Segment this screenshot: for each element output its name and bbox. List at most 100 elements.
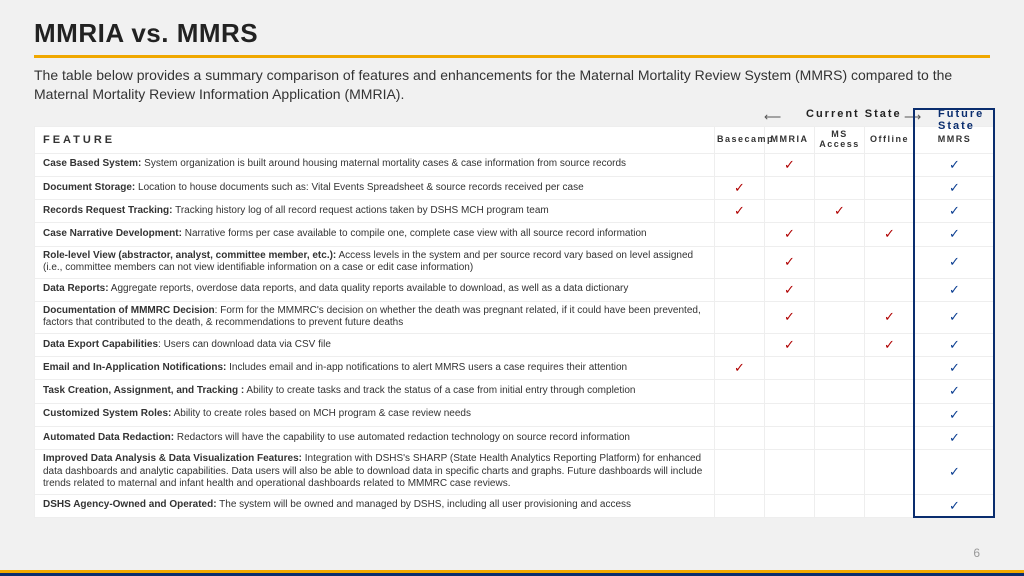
table-row: Documentation of MMMRC Decision: Form fo…	[35, 301, 995, 333]
current-check	[715, 403, 765, 426]
col-msaccess: MS Access	[815, 126, 865, 153]
current-check	[865, 494, 915, 517]
arrow-left-icon: ⟵	[764, 110, 781, 124]
feature-bold: Task Creation, Assignment, and Tracking …	[43, 385, 244, 396]
mmrs-check: ✓	[915, 200, 995, 223]
current-check: ✓	[715, 200, 765, 223]
current-check	[865, 246, 915, 278]
mmrs-check: ✓	[915, 494, 995, 517]
current-check	[815, 450, 865, 495]
feature-cell: Document Storage: Location to house docu…	[35, 176, 715, 199]
feature-desc: Ability to create roles based on MCH pro…	[171, 408, 471, 419]
current-check	[865, 403, 915, 426]
feature-bold: Records Request Tracking:	[43, 205, 172, 216]
feature-cell: DSHS Agency-Owned and Operated: The syst…	[35, 494, 715, 517]
current-check: ✓	[765, 333, 815, 356]
feature-cell: Case Based System: System organization i…	[35, 153, 715, 176]
current-check	[865, 176, 915, 199]
current-check	[765, 450, 815, 495]
current-check	[815, 301, 865, 333]
current-check	[715, 426, 765, 449]
feature-desc: : Users can download data via CSV file	[158, 339, 331, 350]
feature-bold: Data Export Capabilities	[43, 339, 158, 350]
current-check: ✓	[765, 246, 815, 278]
current-check	[715, 153, 765, 176]
feature-cell: Records Request Tracking: Tracking histo…	[35, 200, 715, 223]
feature-cell: Data Reports: Aggregate reports, overdos…	[35, 278, 715, 301]
mmrs-check: ✓	[915, 426, 995, 449]
title-rule	[34, 55, 990, 58]
table-row: Improved Data Analysis & Data Visualizat…	[35, 450, 995, 495]
bottom-accent-bar	[0, 570, 1024, 576]
comparison-table: FEATURE Basecamp MMRIA MS Access Offline…	[34, 126, 995, 518]
current-check	[715, 301, 765, 333]
current-check	[715, 278, 765, 301]
mmrs-check: ✓	[915, 223, 995, 246]
current-check	[865, 153, 915, 176]
page-number: 6	[973, 546, 980, 560]
subtitle: The table below provides a summary compa…	[34, 66, 954, 104]
current-check: ✓	[865, 223, 915, 246]
feature-desc: Location to house documents such as: Vit…	[135, 182, 583, 193]
current-check	[715, 246, 765, 278]
mmrs-check: ✓	[915, 153, 995, 176]
feature-cell: Data Export Capabilities: Users can down…	[35, 333, 715, 356]
col-offline: Offline	[865, 126, 915, 153]
feature-bold: Email and In-Application Notifications:	[43, 362, 226, 373]
current-check	[865, 380, 915, 403]
feature-bold: DSHS Agency-Owned and Operated:	[43, 499, 217, 510]
arrow-right-icon: ⟶	[904, 110, 921, 124]
table-row: Case Based System: System organization i…	[35, 153, 995, 176]
col-mmria: MMRIA	[765, 126, 815, 153]
feature-cell: Task Creation, Assignment, and Tracking …	[35, 380, 715, 403]
current-check	[815, 278, 865, 301]
current-check	[815, 246, 865, 278]
feature-bold: Case Based System:	[43, 158, 141, 169]
current-check	[815, 176, 865, 199]
feature-cell: Improved Data Analysis & Data Visualizat…	[35, 450, 715, 495]
mmrs-check: ✓	[915, 403, 995, 426]
current-check	[715, 333, 765, 356]
current-check	[765, 380, 815, 403]
current-check	[715, 494, 765, 517]
table-row: Customized System Roles: Ability to crea…	[35, 403, 995, 426]
current-check	[865, 200, 915, 223]
table-row: Task Creation, Assignment, and Tracking …	[35, 380, 995, 403]
page-title: MMRIA vs. MMRS	[34, 18, 990, 49]
feature-desc: Narrative forms per case available to co…	[182, 228, 647, 239]
feature-bold: Documentation of MMMRC Decision	[43, 305, 215, 316]
current-check: ✓	[815, 200, 865, 223]
table-row: Records Request Tracking: Tracking histo…	[35, 200, 995, 223]
feature-bold: Role-level View (abstractor, analyst, co…	[43, 250, 336, 261]
table-header-row: FEATURE Basecamp MMRIA MS Access Offline…	[35, 126, 995, 153]
future-state-label: Future State	[938, 108, 990, 132]
current-check	[865, 357, 915, 380]
feature-cell: Case Narrative Development: Narrative fo…	[35, 223, 715, 246]
current-check	[815, 153, 865, 176]
current-check	[815, 403, 865, 426]
feature-desc: Includes email and in-app notifications …	[226, 362, 627, 373]
current-check: ✓	[865, 333, 915, 356]
mmrs-check: ✓	[915, 278, 995, 301]
current-check	[715, 223, 765, 246]
feature-bold: Automated Data Redaction:	[43, 432, 174, 443]
col-feature: FEATURE	[35, 126, 715, 153]
feature-bold: Case Narrative Development:	[43, 228, 182, 239]
feature-bold: Data Reports:	[43, 283, 109, 294]
current-check	[815, 333, 865, 356]
feature-cell: Role-level View (abstractor, analyst, co…	[35, 246, 715, 278]
mmrs-check: ✓	[915, 357, 995, 380]
table-row: Data Export Capabilities: Users can down…	[35, 333, 995, 356]
feature-desc: Redactors will have the capability to us…	[174, 432, 630, 443]
current-check	[765, 176, 815, 199]
current-check	[865, 426, 915, 449]
current-check	[815, 426, 865, 449]
table-row: Document Storage: Location to house docu…	[35, 176, 995, 199]
current-check: ✓	[765, 153, 815, 176]
table-row: Case Narrative Development: Narrative fo…	[35, 223, 995, 246]
feature-bold: Customized System Roles:	[43, 408, 171, 419]
feature-desc: Aggregate reports, overdose data reports…	[109, 283, 629, 294]
current-check	[815, 494, 865, 517]
current-check	[765, 426, 815, 449]
current-check	[815, 380, 865, 403]
